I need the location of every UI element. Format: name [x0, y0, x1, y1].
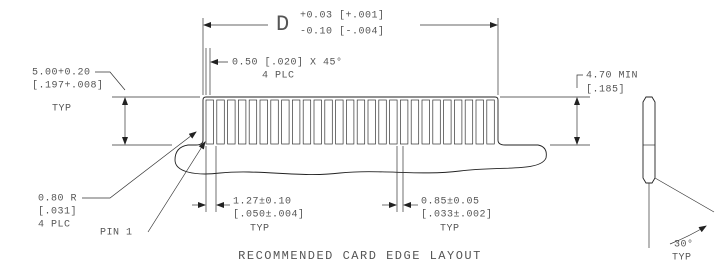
finger-width-label: 0.85±0.05 [421, 197, 480, 208]
pitch-inch: [.050±.004] [233, 209, 305, 221]
chamfer-label: 0.50 [.020] X 45° [232, 57, 343, 69]
contact-finger [454, 100, 462, 144]
chamfer-count: 4 PLC [262, 71, 295, 82]
contact-finger [433, 100, 441, 144]
contact-finger [336, 100, 344, 144]
contact-finger [282, 100, 290, 144]
angle-label: 30° [674, 239, 694, 251]
contact-finger [379, 100, 387, 144]
finger-length-inch: [.197+.008] [32, 80, 104, 92]
min-depth-label: 4.70 MIN [586, 71, 638, 82]
radius-count: 4 PLC [38, 220, 71, 231]
contact-finger [368, 100, 376, 144]
contact-finger [476, 100, 484, 144]
contact-finger [422, 100, 430, 144]
contact-finger [357, 100, 365, 144]
contact-finger [303, 100, 311, 144]
contact-finger [238, 100, 246, 144]
angle-typ: TYP [672, 253, 692, 264]
card-outline [175, 97, 546, 175]
tolerance-upper: +0.03 [+.001] [300, 10, 385, 22]
radius-label: 0.80 R [38, 194, 77, 205]
pitch-typ: TYP [250, 224, 270, 235]
finger-length-typ: TYP [52, 104, 72, 115]
contact-finger [444, 100, 452, 144]
finger-length-label: 5.00+0.20 [32, 68, 91, 79]
contact-finger [314, 100, 322, 144]
contact-finger [249, 100, 257, 144]
contact-finger [390, 100, 398, 144]
pitch-label: 1.27±0.10 [233, 197, 292, 208]
contact-finger [206, 100, 214, 144]
contact-finger [465, 100, 473, 144]
contact-finger [292, 100, 300, 144]
side-view [643, 97, 655, 183]
leader-line [82, 132, 196, 198]
finger-width-typ: TYP [440, 224, 460, 235]
tolerance-lower: -0.10 [-.004] [300, 26, 385, 38]
drawing-title: RECOMMENDED CARD EDGE LAYOUT [238, 249, 482, 263]
contact-finger [346, 100, 354, 144]
contact-finger [260, 100, 268, 144]
contact-finger [487, 100, 495, 144]
contact-finger [271, 100, 279, 144]
pin-label: PIN 1 [100, 228, 133, 239]
contact-finger [400, 100, 408, 144]
finger-width-inch: [.033±.002] [421, 209, 493, 221]
leader-line [577, 75, 583, 88]
fingers [206, 100, 494, 144]
page: {"header": {"title": "RECOMMENDED CARD E… [0, 0, 719, 270]
min-depth-inch: [.185] [586, 84, 625, 96]
contact-finger [228, 100, 236, 144]
contact-finger [217, 100, 225, 144]
dim-symbol: D [276, 12, 290, 37]
radius-inch: [.031] [38, 206, 77, 218]
contact-finger [325, 100, 333, 144]
extension-line [655, 178, 714, 212]
leader-line [148, 142, 205, 232]
drawing: D +0.03 [+.001] -0.10 [-.004] 0.50 [.020… [0, 0, 719, 270]
contact-finger [411, 100, 419, 144]
